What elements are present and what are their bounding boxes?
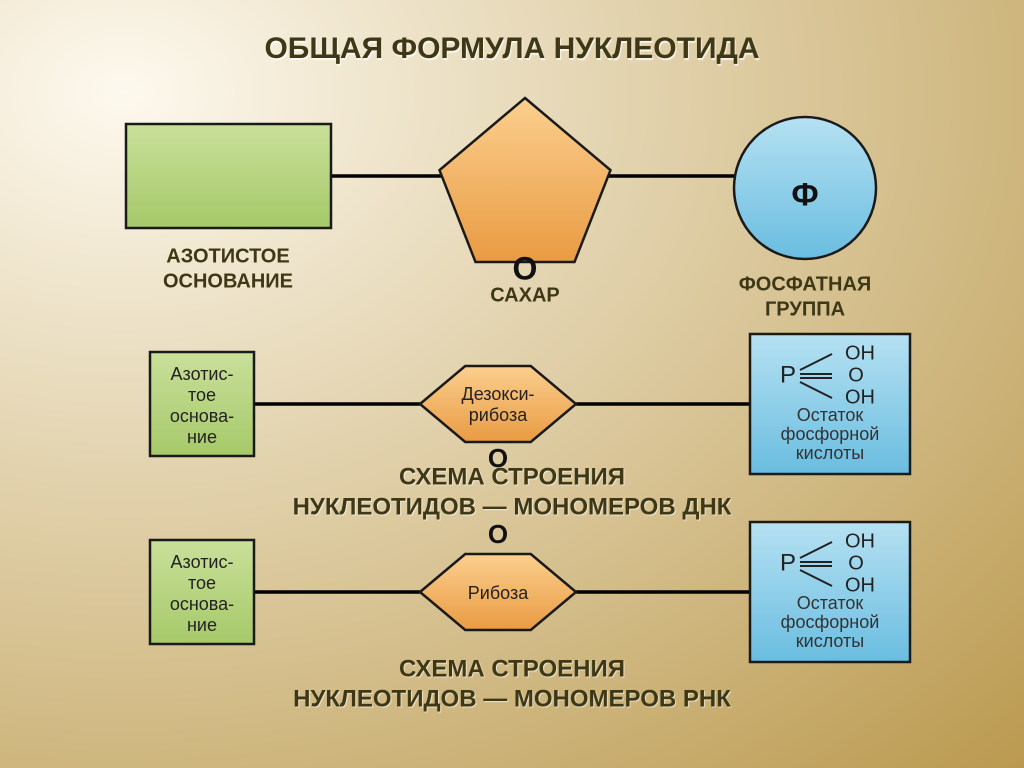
phosphate-label: ФОСФАТНАЯ [739,273,872,295]
diagram-canvas: ОБЩАЯ ФОРМУЛА НУКЛЕОТИДА АЗОТИСТОЕ ОСНОВАН… [0,0,1024,768]
nitrogen-base-small-label: Азотис- [171,552,234,572]
phosphate-residue-label: Остаток [797,405,864,425]
row-caption-rna: НУКЛЕОТИДОВ — МОНОМЕРОВ РНК [293,685,731,712]
diagram-svg: ОБЩАЯ ФОРМУЛА НУКЛЕОТИДА АЗОТИСТОЕ ОСНОВАН… [0,0,1024,768]
main-title: ОБЩАЯ ФОРМУЛА НУКЛЕОТИДА [264,32,759,65]
p-letter: P [780,361,796,388]
nitrogen-base-small-label: основа- [170,406,234,426]
row-caption-dna: НУКЛЕОТИДОВ — МОНОМЕРОВ ДНК [293,493,732,520]
p-letter: P [780,549,796,576]
nitrogen-base-shape [126,124,331,228]
nitrogen-base-small-label: ние [187,615,217,635]
sugar-hex-label: Дезокси- [462,384,535,404]
phosphate-residue-label: Остаток [797,593,864,613]
nitrogen-base-small-label: ние [187,427,217,447]
sugar-hex-label: Рибоза [468,583,529,603]
phosphate-residue-label: фосфорной [781,612,880,632]
sugar-hex-label: рибоза [469,405,528,425]
nitrogen-base-small-label: основа- [170,594,234,614]
nitrogen-base-small-label: Азотис- [171,364,234,384]
oh-label: OH [845,530,875,552]
nitrogen-base-label: АЗОТИСТОЕ [166,245,289,267]
phosphate-residue-label: кислоты [796,443,864,463]
nitrogen-base-label: ОСНОВАНИЕ [163,270,293,292]
sugar-o-label: О [513,250,538,286]
sugar-label: САХАР [490,284,560,306]
o-label: О [848,552,864,574]
nitrogen-base-small-label: тое [188,573,216,593]
row-caption-rna: СХЕМА СТРОЕНИЯ [399,655,625,682]
sugar-o-rna: О [488,519,508,549]
phosphate-residue-label: кислоты [796,631,864,651]
oh-label: OH [845,342,875,364]
phosphate-label: ГРУППА [765,298,845,320]
row-caption-dna: СХЕМА СТРОЕНИЯ [399,463,625,490]
phosphate-letter: Ф [791,176,818,212]
o-label: О [848,364,864,386]
nitrogen-base-small-label: тое [188,385,216,405]
phosphate-residue-label: фосфорной [781,424,880,444]
